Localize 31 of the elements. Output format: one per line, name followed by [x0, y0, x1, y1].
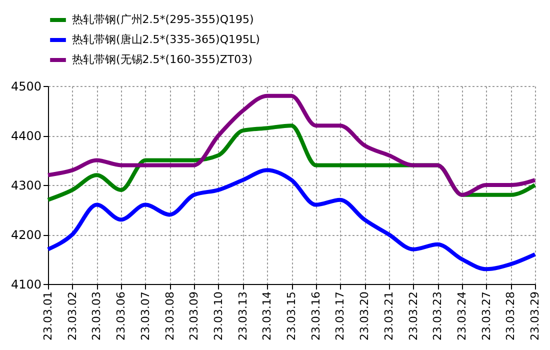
- x-tick-label: 23.03.29: [528, 292, 542, 340]
- x-tick-label: 23.03.01: [42, 292, 54, 340]
- y-tick-label: 4400: [10, 129, 42, 143]
- x-tick-label: 23.03.21: [382, 292, 396, 340]
- x-tick-label: 23.03.17: [334, 292, 347, 340]
- x-tick-label: 23.03.27: [480, 292, 493, 340]
- x-tick-label: 23.03.22: [406, 292, 420, 340]
- x-tick-label: 23.03.15: [285, 292, 298, 340]
- y-tick-label: 4500: [10, 80, 42, 94]
- x-tick-label: 23.03.10: [212, 292, 225, 340]
- x-tick-label: 23.03.09: [188, 292, 201, 340]
- legend-label: 热轧带钢(唐山2.5*(335-365)Q195L): [72, 33, 260, 46]
- x-tick-label: 23.03.20: [358, 292, 372, 340]
- x-tick-label: 23.03.08: [163, 292, 176, 340]
- y-tick-label: 4300: [10, 178, 42, 192]
- x-tick-label: 23.03.13: [236, 292, 250, 340]
- x-tick-label: 23.03.06: [114, 292, 128, 340]
- y-tick-label: 4100: [10, 278, 42, 292]
- legend-label: 热轧带钢(无锡2.5*(160-355)ZT03): [72, 53, 252, 66]
- x-tick-label: 23.03.07: [138, 292, 152, 340]
- y-tick-label: 4200: [10, 228, 42, 242]
- x-tick-label: 23.03.16: [309, 292, 322, 340]
- x-tick-label: 23.03.14: [260, 292, 274, 340]
- x-tick-label: 23.03.23: [431, 292, 444, 340]
- line-series: [46, 94, 537, 197]
- x-tick-label: 23.03.02: [66, 292, 79, 340]
- line-series: [46, 168, 537, 272]
- x-tick-label: 23.03.28: [504, 292, 518, 340]
- legend-label: 热轧带钢(广州2.5*(295-355)Q195): [72, 13, 254, 26]
- x-tick-label: 23.03.24: [455, 292, 468, 340]
- x-tick-label: 23.03.03: [90, 292, 104, 340]
